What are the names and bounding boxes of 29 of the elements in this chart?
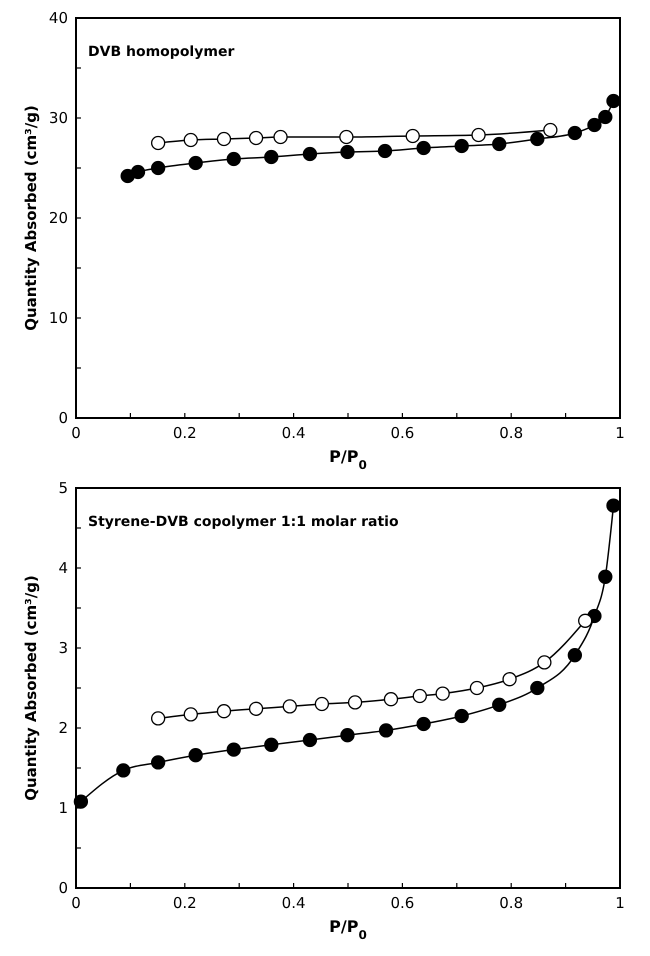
x-axis-title: P/P$_{0}$: [329, 447, 367, 472]
x-tick-label: 0: [71, 424, 81, 442]
x-tick-label: 0.6: [390, 424, 414, 442]
x-tick-label: 0: [71, 894, 81, 912]
text: DVB homopolymer: [88, 44, 234, 60]
y-axis-title: Quantity Absorbed (cm³/g): [22, 575, 40, 801]
x-axis-title: P/P$_{0}$: [329, 917, 367, 942]
x-tick-label: 1: [615, 424, 625, 442]
y-tick-label: 4: [58, 559, 68, 577]
x-tick-label: 0.6: [390, 894, 414, 912]
y-tick-label: 10: [48, 309, 68, 327]
y-tick-label: 5: [58, 479, 68, 497]
y-tick-label: 40: [48, 9, 68, 27]
x-tick-label: 0.4: [282, 424, 306, 442]
x-tick-label: 1: [615, 894, 625, 912]
x-tick-label: 0.2: [172, 424, 197, 442]
y-axis-title: Quantity Absorbed (cm³/g): [22, 105, 40, 331]
x-tick-label: 0.2: [172, 894, 197, 912]
y-tick-label: 0: [58, 879, 68, 897]
y-tick-label: 0: [58, 409, 68, 427]
y-tick-label: 20: [48, 209, 68, 227]
y-tick-label: 2: [58, 719, 68, 737]
x-tick-label: 0.4: [282, 894, 306, 912]
x-tick-label: 0.8: [499, 894, 524, 912]
text: Styrene-DVB copolymer 1:1 molar ratio: [88, 514, 399, 530]
y-tick-label: 1: [58, 799, 68, 817]
y-tick-label: 3: [58, 639, 68, 657]
y-tick-label: 30: [48, 109, 68, 127]
x-tick-label: 0.8: [499, 424, 524, 442]
